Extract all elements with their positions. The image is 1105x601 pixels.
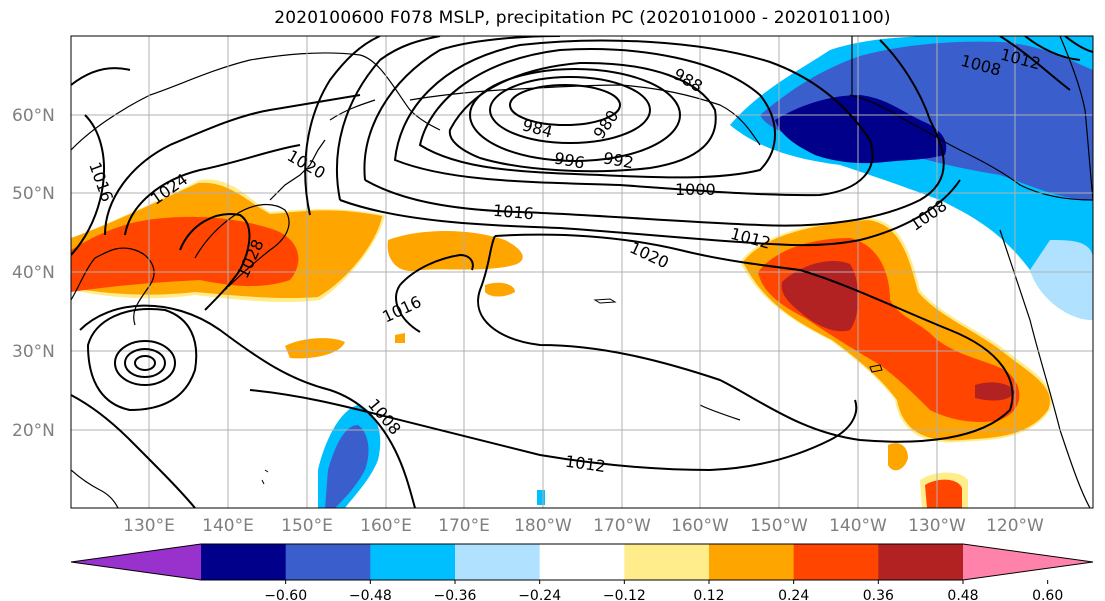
colorbar-tick-label: 0.12 xyxy=(693,588,724,601)
colorbar xyxy=(70,543,1094,581)
isobar-south-west xyxy=(71,394,196,508)
isobar-1008 xyxy=(363,36,945,227)
isobar-edge xyxy=(71,67,131,86)
lon-label: 170°E xyxy=(438,516,490,536)
lon-label: 130°W xyxy=(908,516,966,536)
isobar-typhoon-2 xyxy=(124,348,166,378)
colorbar-segment xyxy=(539,544,625,580)
isobar-992 xyxy=(448,61,717,173)
isobar-label: 1000 xyxy=(675,180,716,199)
lon-label: 160°W xyxy=(671,516,729,536)
colorbar-tick-label: −0.36 xyxy=(434,588,477,601)
lon-label: 130°E xyxy=(123,516,175,536)
negative-precip-anomaly xyxy=(318,36,1093,508)
colorbar-segment xyxy=(709,544,795,580)
lat-label: 50°N xyxy=(12,184,55,204)
colorbar-segment xyxy=(455,544,541,580)
colorbar-tick-label: −0.60 xyxy=(264,588,307,601)
lon-label: 170°W xyxy=(593,516,651,536)
colorbar-segment xyxy=(370,544,456,580)
colorbar-tick-label: −0.12 xyxy=(603,588,646,601)
colorbar-segment xyxy=(878,544,964,580)
isobar-1016-west xyxy=(71,114,106,256)
colorbar-tick-label: 0.24 xyxy=(778,588,809,601)
isobar-1024 xyxy=(104,94,361,236)
colorbar-extend-max xyxy=(963,544,1093,580)
lon-label: 120°W xyxy=(986,516,1044,536)
colorbar-extend-min xyxy=(71,544,201,580)
isobar-1000 xyxy=(393,39,874,197)
colorbar-tick-label: −0.24 xyxy=(518,588,561,601)
isobars xyxy=(71,36,1093,508)
map-body: 1016 1024 1020 1028 1016 1016 1000 996 9… xyxy=(71,36,1093,508)
colorbar-tick-label: −0.48 xyxy=(349,588,392,601)
lon-label: 140°E xyxy=(202,516,254,536)
gridlines xyxy=(71,36,1093,508)
isobar-1028 xyxy=(179,213,251,311)
isobar-980 xyxy=(509,84,621,126)
isobar-typhoon-3 xyxy=(114,340,176,386)
isobar-1012 xyxy=(336,36,1071,247)
colorbar-labels: −0.60 −0.48 −0.36 −0.24 −0.12 0.12 0.24 0.36 0.4… xyxy=(264,580,1063,601)
colorbar-outline xyxy=(70,543,1094,581)
isobar-984 xyxy=(489,76,651,144)
colorbar-tick-label: 0.60 xyxy=(1032,588,1063,601)
lat-label: 20°N xyxy=(12,421,55,441)
lon-label: 150°E xyxy=(281,516,333,536)
islands xyxy=(261,298,883,485)
lon-label: 160°E xyxy=(360,516,412,536)
map-title: 2020100600 F078 MSLP, precipitation PC (… xyxy=(274,8,891,28)
colorbar-tick-label: 0.36 xyxy=(863,588,894,601)
colorbar-segment xyxy=(793,544,879,580)
lat-label: 60°N xyxy=(12,106,55,126)
lon-label: 140°W xyxy=(829,516,887,536)
lat-label: 40°N xyxy=(12,263,55,283)
isobar-label: 1016 xyxy=(492,201,534,223)
isobar-988 xyxy=(469,68,681,162)
isobar-typhoon-1 xyxy=(134,355,156,371)
isobar-996 xyxy=(418,48,776,179)
latitude-labels: 60°N 50°N 40°N 30°N 20°N xyxy=(12,106,55,441)
isobar-typhoon-4 xyxy=(86,308,198,412)
colorbar-segment xyxy=(624,544,710,580)
isobar-1016-small xyxy=(395,253,474,333)
isobar-1024b xyxy=(124,144,301,236)
lon-label: 150°W xyxy=(750,516,808,536)
isobar-1012-ne xyxy=(1024,36,1081,61)
colorbar-segment xyxy=(201,544,287,580)
isobar-1016-ne xyxy=(1064,36,1093,53)
colorbar-segment xyxy=(285,544,371,580)
lon-label: 180°W xyxy=(514,516,572,536)
isobar-1016-subtropical xyxy=(304,36,1014,443)
longitude-labels: 130°E 140°E 150°E 160°E 170°E 180°W 170°… xyxy=(123,516,1044,536)
lat-label: 30°N xyxy=(12,342,55,362)
isobar-1008-south xyxy=(79,304,416,508)
colorbar-tick-label: 0.48 xyxy=(947,588,978,601)
map-frame xyxy=(70,35,1094,509)
isobar-1012-south xyxy=(249,389,858,472)
